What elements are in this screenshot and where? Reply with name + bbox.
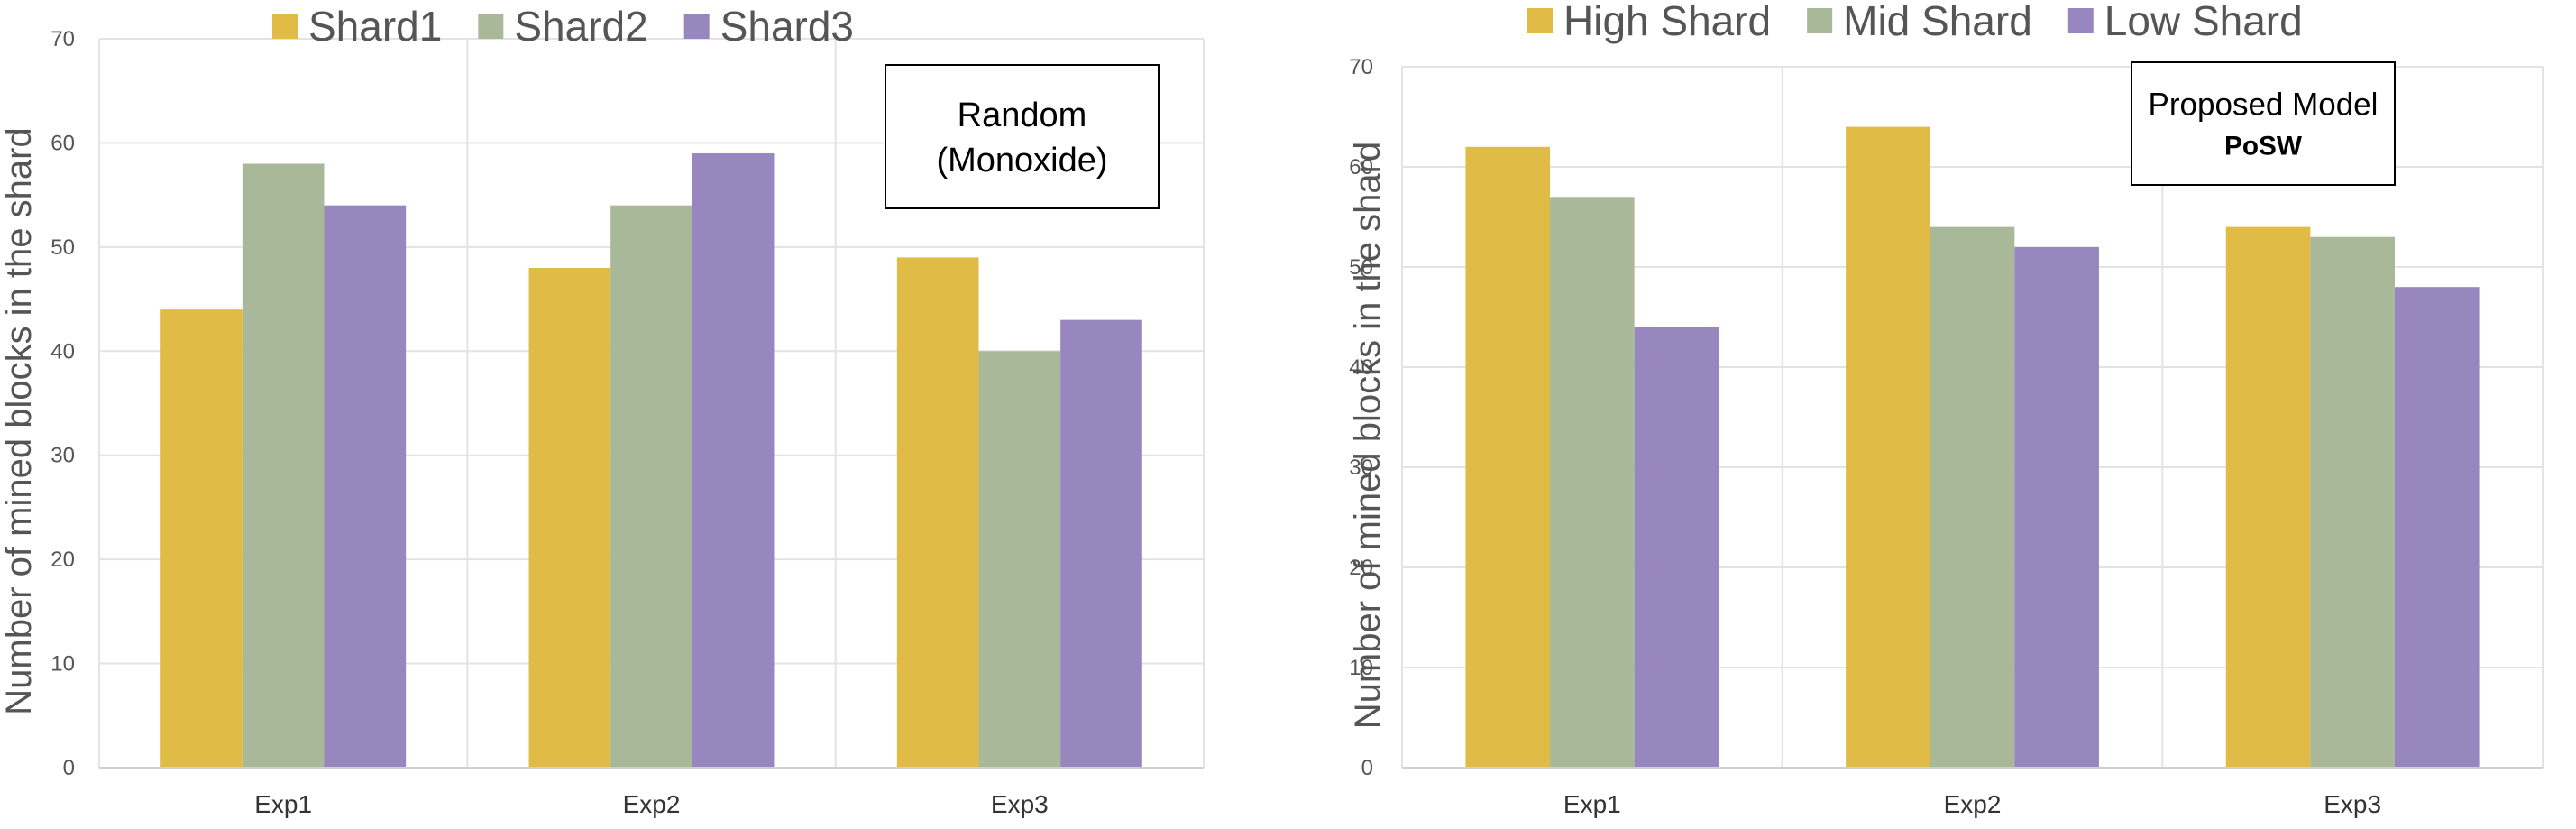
y-tick-label: 70	[50, 27, 75, 51]
legend-swatch	[478, 14, 504, 39]
chart-random-monoxide: 0 10 20 30 40 50 60 70 Exp1 Exp2 Exp3 Number of min…	[0, 3, 1205, 818]
y-tick-label: 50	[50, 235, 75, 260]
annotation-text: Random	[958, 97, 1087, 134]
y-tick-label: 60	[1349, 155, 1373, 180]
legend-swatch	[2067, 8, 2094, 33]
annotation-text: (Monoxide)	[936, 142, 1107, 180]
x-tick-label: Exp1	[254, 790, 312, 818]
bar-shard2-exp2	[610, 205, 692, 768]
bar-low-shard-exp1	[1634, 327, 1719, 768]
x-tick-label: Exp2	[1944, 790, 2002, 818]
annotation-box	[2131, 61, 2396, 186]
y-tick-label: 70	[1349, 55, 1373, 79]
bar-shard3-exp3	[1060, 319, 1142, 768]
x-tick-label: Exp3	[2324, 790, 2381, 818]
legend-swatch	[1807, 8, 1833, 33]
legend-label: Shard2	[514, 3, 647, 50]
x-tick-label: Exp2	[623, 790, 681, 818]
y-tick-label: 10	[1349, 656, 1373, 680]
y-tick-label: 40	[50, 339, 75, 364]
bar-high-shard-exp3	[2225, 226, 2311, 769]
legend-label: Mid Shard	[1843, 0, 2032, 44]
bar-shard1-exp2	[528, 267, 611, 768]
annotation-box	[885, 64, 1160, 209]
legend-label: Shard3	[720, 3, 854, 50]
x-tick-label: Exp3	[991, 790, 1049, 818]
y-tick-label: 0	[1361, 756, 1373, 780]
bar-mid-shard-exp3	[2310, 236, 2395, 768]
bar-shard1-exp3	[896, 257, 979, 768]
legend-label: Shard1	[308, 3, 442, 50]
y-tick-label: 40	[1349, 355, 1373, 380]
annotation-text: PoSW	[2224, 131, 2303, 161]
legend: High Shard Mid Shard Low Shard	[1527, 0, 2303, 44]
y-axis-label: Number of mined blocks in the shard	[1348, 142, 1388, 729]
x-tick-label: Exp1	[1563, 790, 1621, 818]
legend-label: High Shard	[1563, 0, 1771, 44]
bar-high-shard-exp1	[1465, 146, 1551, 769]
bar-shard2-exp1	[242, 163, 325, 768]
bar-low-shard-exp2	[2014, 246, 2099, 768]
legend-swatch	[1527, 8, 1553, 33]
y-tick-label: 20	[50, 548, 75, 572]
legend-swatch	[272, 14, 298, 39]
bar-shard3-exp2	[692, 152, 775, 768]
bar-mid-shard-exp1	[1550, 197, 1635, 769]
y-tick-label: 20	[1349, 556, 1373, 580]
bar-mid-shard-exp2	[1930, 226, 2015, 769]
legend-label: Low Shard	[2104, 0, 2303, 44]
y-tick-label: 50	[1349, 255, 1373, 280]
chart-proposed-model-posw: 0 10 20 30 40 50 60 70 Exp1 Exp2 Exp3 Number of min…	[1348, 0, 2544, 818]
y-tick-label: 30	[1349, 456, 1373, 480]
bar-high-shard-exp2	[1846, 126, 1930, 769]
legend: Shard1 Shard2 Shard3	[272, 3, 854, 50]
bar-shard2-exp3	[978, 351, 1061, 768]
bar-shard1-exp1	[160, 309, 243, 768]
bar-shard3-exp1	[324, 205, 407, 768]
y-tick-label: 60	[50, 131, 75, 155]
y-tick-label: 0	[63, 756, 75, 780]
y-axis-label: Number of mined blocks in the shard	[0, 127, 39, 714]
y-tick-label: 30	[50, 444, 75, 468]
annotation-text: Proposed Model	[2149, 87, 2379, 122]
y-tick-label: 10	[50, 652, 75, 677]
legend-swatch	[683, 14, 710, 39]
bar-low-shard-exp3	[2394, 287, 2480, 768]
